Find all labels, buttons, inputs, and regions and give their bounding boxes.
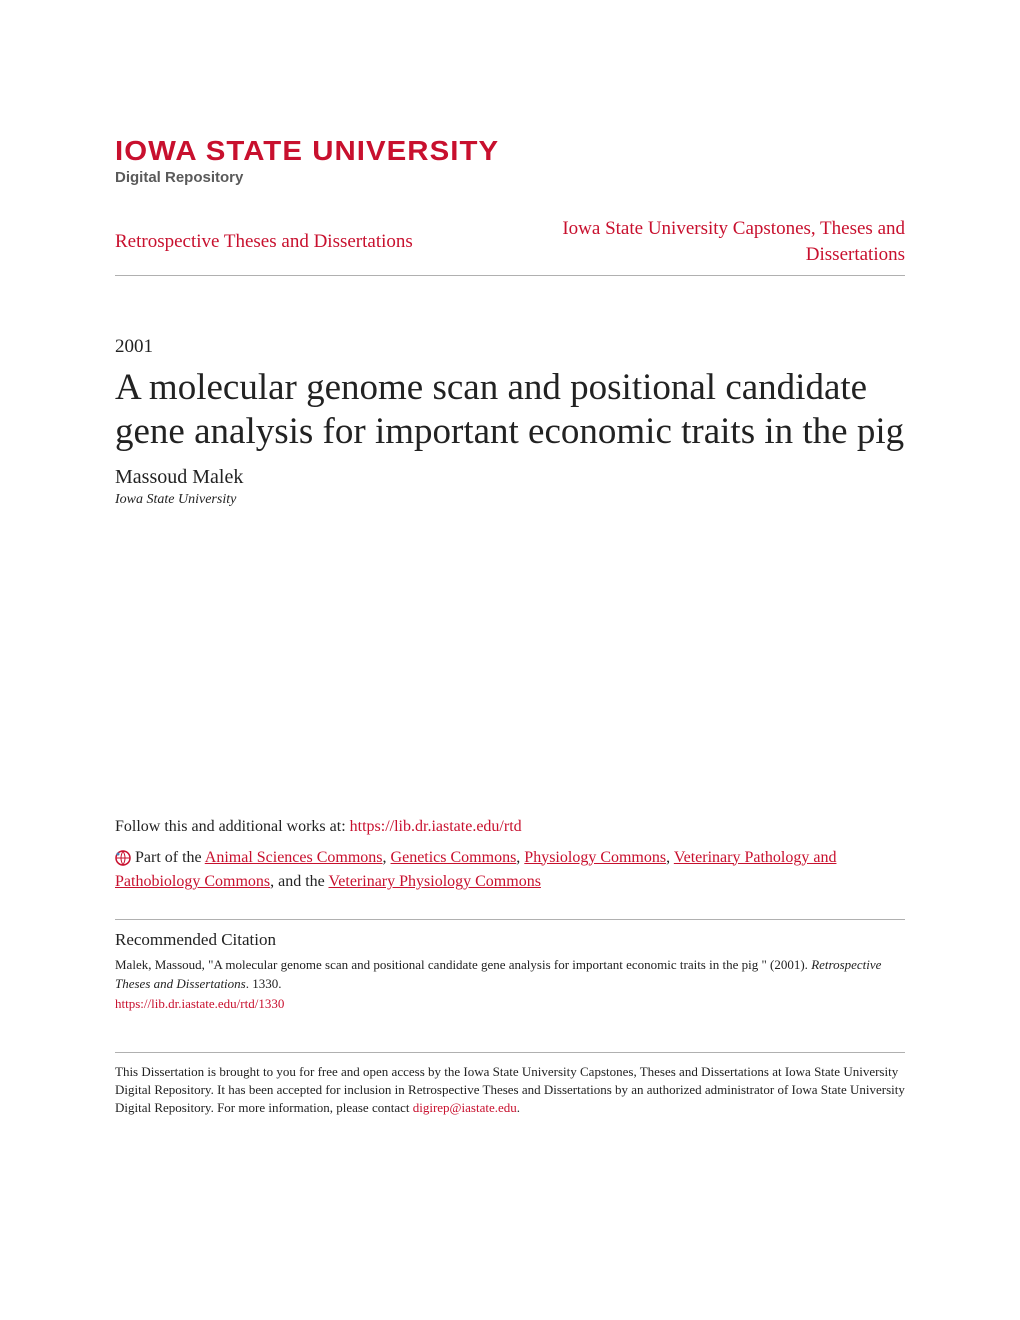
citation-section: Recommended Citation Malek, Massoud, "A … xyxy=(115,919,905,1012)
part-of-line: Part of the Animal Sciences Commons, Gen… xyxy=(115,846,905,896)
commons-link-animal[interactable]: Animal Sciences Commons xyxy=(205,849,383,866)
repository-name: Digital Repository xyxy=(115,169,905,186)
author-name: Massoud Malek xyxy=(115,466,905,489)
network-icon xyxy=(115,850,131,866)
follow-url-link[interactable]: https://lib.dr.iastate.edu/rtd xyxy=(350,818,522,835)
footer-text: This Dissertation is brought to you for … xyxy=(115,1063,905,1118)
collection-link-left[interactable]: Retrospective Theses and Dissertations xyxy=(115,231,413,253)
follow-works-line: Follow this and additional works at: htt… xyxy=(115,818,905,836)
contact-email-link[interactable]: digirep@iastate.edu xyxy=(413,1100,517,1115)
footer-part2: . xyxy=(517,1100,520,1115)
collection-link-right[interactable]: Iowa State University Capstones, Theses … xyxy=(525,216,905,267)
footer-section: This Dissertation is brought to you for … xyxy=(115,1052,905,1118)
partof-connector: , and the xyxy=(270,873,328,890)
citation-text: Malek, Massoud, "A molecular genome scan… xyxy=(115,956,905,994)
document-title: A molecular genome scan and positional c… xyxy=(115,366,905,453)
citation-heading: Recommended Citation xyxy=(115,930,905,950)
commons-link-vetphys[interactable]: Veterinary Physiology Commons xyxy=(328,873,540,890)
commons-link-genetics[interactable]: Genetics Commons xyxy=(391,849,517,866)
author-affiliation: Iowa State University xyxy=(115,492,905,508)
university-name: IOWA STATE UNIVERSITY xyxy=(115,135,944,167)
follow-prefix: Follow this and additional works at: xyxy=(115,818,350,835)
institution-logo: IOWA STATE UNIVERSITY Digital Repository xyxy=(115,135,905,186)
citation-url[interactable]: https://lib.dr.iastate.edu/rtd/1330 xyxy=(115,996,905,1012)
collection-nav: Retrospective Theses and Dissertations I… xyxy=(115,216,905,276)
commons-link-physiology[interactable]: Physiology Commons xyxy=(524,849,666,866)
partof-prefix: Part of the xyxy=(135,849,205,866)
citation-part2: . 1330. xyxy=(246,976,282,991)
metadata-section: Follow this and additional works at: htt… xyxy=(115,818,905,1118)
publication-year: 2001 xyxy=(115,336,905,358)
citation-part1: Malek, Massoud, "A molecular genome scan… xyxy=(115,957,811,972)
